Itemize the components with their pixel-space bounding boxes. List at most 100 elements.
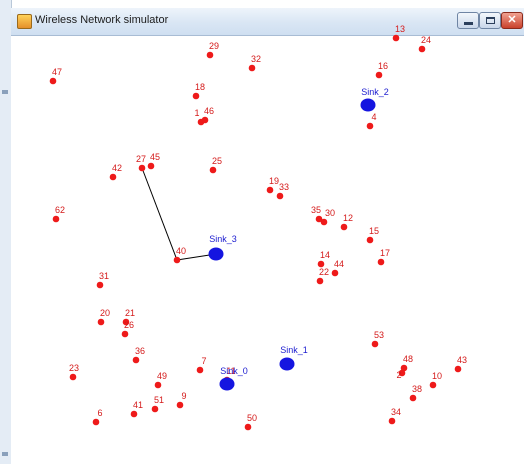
sensor-node-35[interactable] — [315, 215, 323, 223]
sensor-node-40[interactable] — [173, 256, 181, 264]
sensor-node-30[interactable] — [320, 218, 328, 226]
close-button[interactable]: ✕ — [501, 12, 523, 29]
sensor-node-23[interactable] — [69, 373, 77, 381]
sensor-node-26[interactable] — [121, 330, 129, 338]
sensor-node-12[interactable] — [340, 223, 348, 231]
node-label-49: 49 — [157, 371, 167, 381]
sensor-node-15[interactable] — [366, 236, 374, 244]
node-label-34: 34 — [391, 407, 401, 417]
sensor-node-9[interactable] — [176, 401, 184, 409]
node-label-24: 24 — [421, 35, 431, 45]
sensor-node-10[interactable] — [429, 381, 437, 389]
window-title: Wireless Network simulator — [35, 14, 169, 26]
sensor-node-48[interactable] — [400, 364, 408, 372]
node-label-7: 7 — [201, 356, 206, 366]
sink-node-sink_1[interactable] — [279, 357, 295, 371]
sensor-node-49[interactable] — [154, 381, 162, 389]
sensor-node-16[interactable] — [375, 71, 383, 79]
sensor-node-46[interactable] — [201, 116, 209, 124]
node-label-31: 31 — [99, 271, 109, 281]
sensor-node-53[interactable] — [371, 340, 379, 348]
node-label-53: 53 — [374, 330, 384, 340]
link-line — [141, 167, 178, 261]
sensor-node-31[interactable] — [96, 281, 104, 289]
node-label-42: 42 — [112, 163, 122, 173]
node-label-2: 2 — [396, 370, 401, 380]
sensor-node-36[interactable] — [132, 356, 140, 364]
sensor-node-6[interactable] — [92, 418, 100, 426]
node-label-25: 25 — [212, 156, 222, 166]
node-label-13: 13 — [395, 24, 405, 34]
node-label-36: 36 — [135, 346, 145, 356]
sensor-node-44[interactable] — [331, 269, 339, 277]
node-label-38: 38 — [412, 384, 422, 394]
node-label-6: 6 — [97, 408, 102, 418]
node-label-9: 9 — [181, 391, 186, 401]
sensor-node-14[interactable] — [317, 260, 325, 268]
sensor-node-38[interactable] — [409, 394, 417, 402]
title-bar[interactable]: Wireless Network simulator ✕ — [11, 8, 524, 36]
node-label-43: 43 — [457, 355, 467, 365]
sensor-node-45[interactable] — [147, 162, 155, 170]
node-label-1: 1 — [194, 108, 199, 118]
node-label-20: 20 — [100, 308, 110, 318]
sensor-node-22[interactable] — [316, 277, 324, 285]
node-label-17: 17 — [380, 248, 390, 258]
sensor-node-17[interactable] — [377, 258, 385, 266]
sensor-node-32[interactable] — [248, 64, 256, 72]
sensor-node-34[interactable] — [388, 417, 396, 425]
node-label-21: 21 — [125, 308, 135, 318]
sensor-node-20[interactable] — [97, 318, 105, 326]
sink-node-sink_0[interactable] — [219, 377, 235, 391]
sensor-node-47[interactable] — [49, 77, 57, 85]
node-label-27: 27 — [136, 154, 146, 164]
sensor-node-41[interactable] — [130, 410, 138, 418]
sensor-node-18[interactable] — [192, 92, 200, 100]
sensor-node-42[interactable] — [109, 173, 117, 181]
node-label-48: 48 — [403, 354, 413, 364]
sensor-node-7[interactable] — [196, 366, 204, 374]
sensor-node-24[interactable] — [418, 45, 426, 53]
node-label-33: 33 — [279, 182, 289, 192]
sink-label-sink_2: Sink_2 — [361, 87, 389, 97]
close-icon: ✕ — [507, 14, 517, 26]
minimize-button[interactable] — [457, 12, 479, 29]
sensor-node-33[interactable] — [276, 192, 284, 200]
sensor-node-62[interactable] — [52, 215, 60, 223]
node-label-45: 45 — [150, 152, 160, 162]
sensor-node-25[interactable] — [209, 166, 217, 174]
node-label-22: 22 — [319, 267, 329, 277]
java-app-icon — [17, 14, 32, 29]
sensor-node-2[interactable] — [398, 369, 406, 377]
node-label-51: 51 — [154, 395, 164, 405]
node-label-30: 30 — [325, 208, 335, 218]
sensor-node-4[interactable] — [366, 122, 374, 130]
node-label-23: 23 — [69, 363, 79, 373]
sensor-node-43[interactable] — [454, 365, 462, 373]
edge-marker — [2, 452, 8, 456]
sensor-node-19[interactable] — [266, 186, 274, 194]
node-label-10: 10 — [432, 371, 442, 381]
node-label-50: 50 — [247, 413, 257, 423]
node-label-15: 15 — [369, 226, 379, 236]
node-label-46: 46 — [204, 106, 214, 116]
maximize-icon — [485, 17, 495, 24]
sensor-node-50[interactable] — [244, 423, 252, 431]
maximize-button[interactable] — [479, 12, 501, 29]
node-label-26: 26 — [124, 320, 134, 330]
sensor-node-21[interactable] — [122, 318, 130, 326]
node-label-18: 18 — [195, 82, 205, 92]
node-label-12: 12 — [343, 213, 353, 223]
sink-node-sink_3[interactable] — [208, 247, 224, 261]
sink-label-sink_3: Sink_3 — [209, 234, 237, 244]
node-label-41: 41 — [133, 400, 143, 410]
node-label-44: 44 — [334, 259, 344, 269]
node-label-19: 19 — [269, 176, 279, 186]
sensor-node-27[interactable] — [138, 164, 146, 172]
sensor-node-29[interactable] — [206, 51, 214, 59]
sink-node-sink_2[interactable] — [360, 98, 376, 112]
sensor-node-51[interactable] — [151, 405, 159, 413]
node-label-35: 35 — [311, 205, 321, 215]
sensor-node-13[interactable] — [392, 34, 400, 42]
